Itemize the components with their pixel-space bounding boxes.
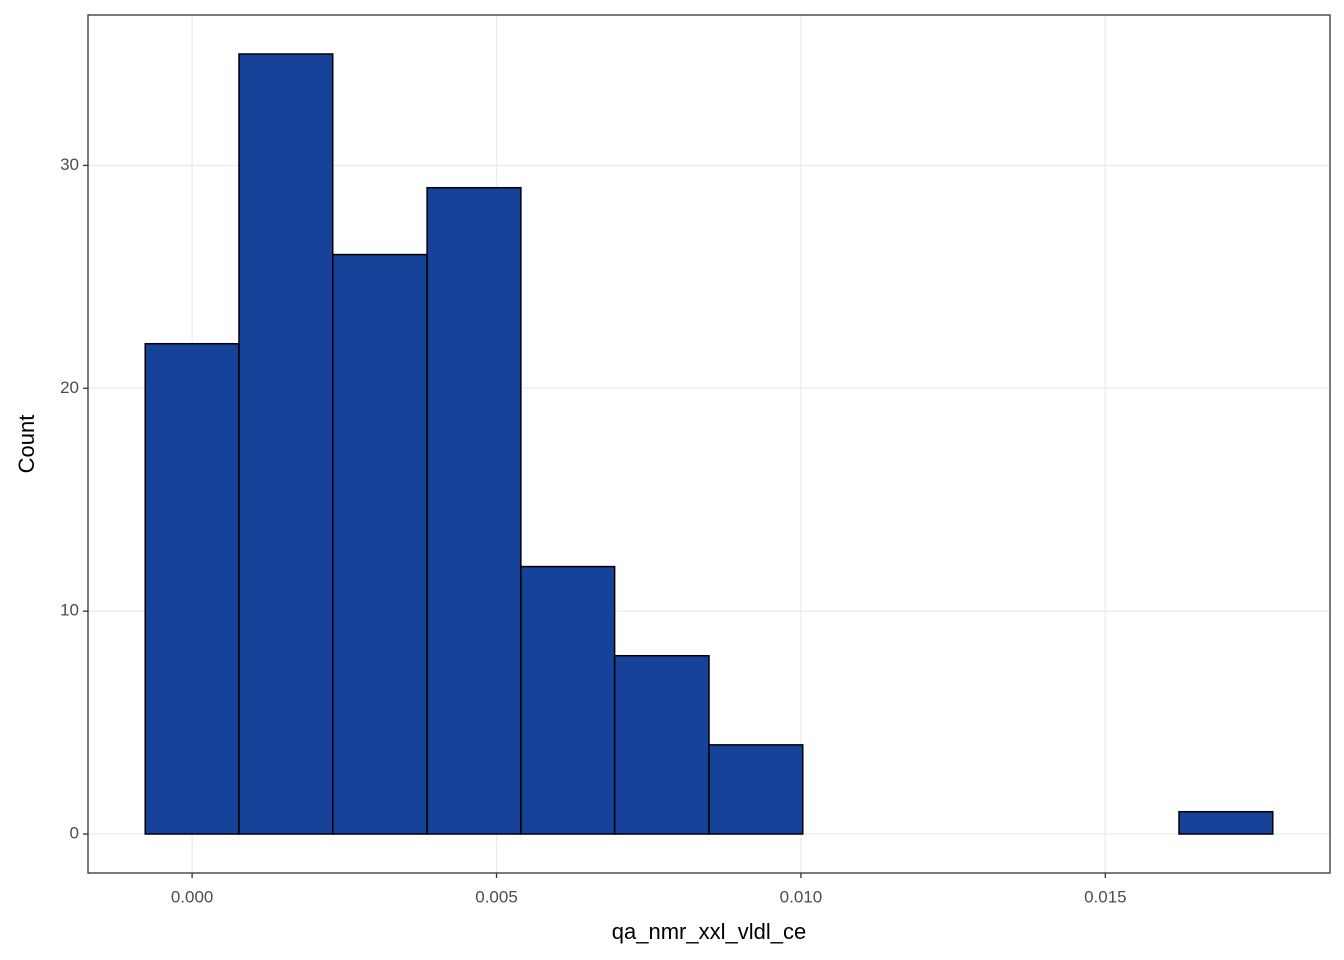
x-tick-label: 0.005 [475, 887, 518, 906]
y-axis-title: Count [14, 415, 39, 474]
x-tick-label: 0.015 [1084, 887, 1127, 906]
bar [613, 654, 710, 835]
bar [238, 53, 334, 835]
bar [520, 565, 616, 835]
y-tick-label: 20 [60, 378, 79, 397]
y-tick-label: 30 [60, 155, 79, 174]
bar [1178, 810, 1274, 835]
y-tick-label: 10 [60, 601, 79, 620]
bar [144, 342, 240, 835]
panel-border [87, 14, 1331, 874]
y-tick-label: 0 [70, 823, 79, 842]
x-tick-label: 0.010 [780, 887, 823, 906]
bar [426, 186, 522, 835]
x-axis-title: qa_nmr_xxl_vldl_ce [612, 919, 806, 944]
bar [708, 744, 804, 835]
x-tick-label: 0.000 [171, 887, 214, 906]
bar [331, 253, 428, 835]
